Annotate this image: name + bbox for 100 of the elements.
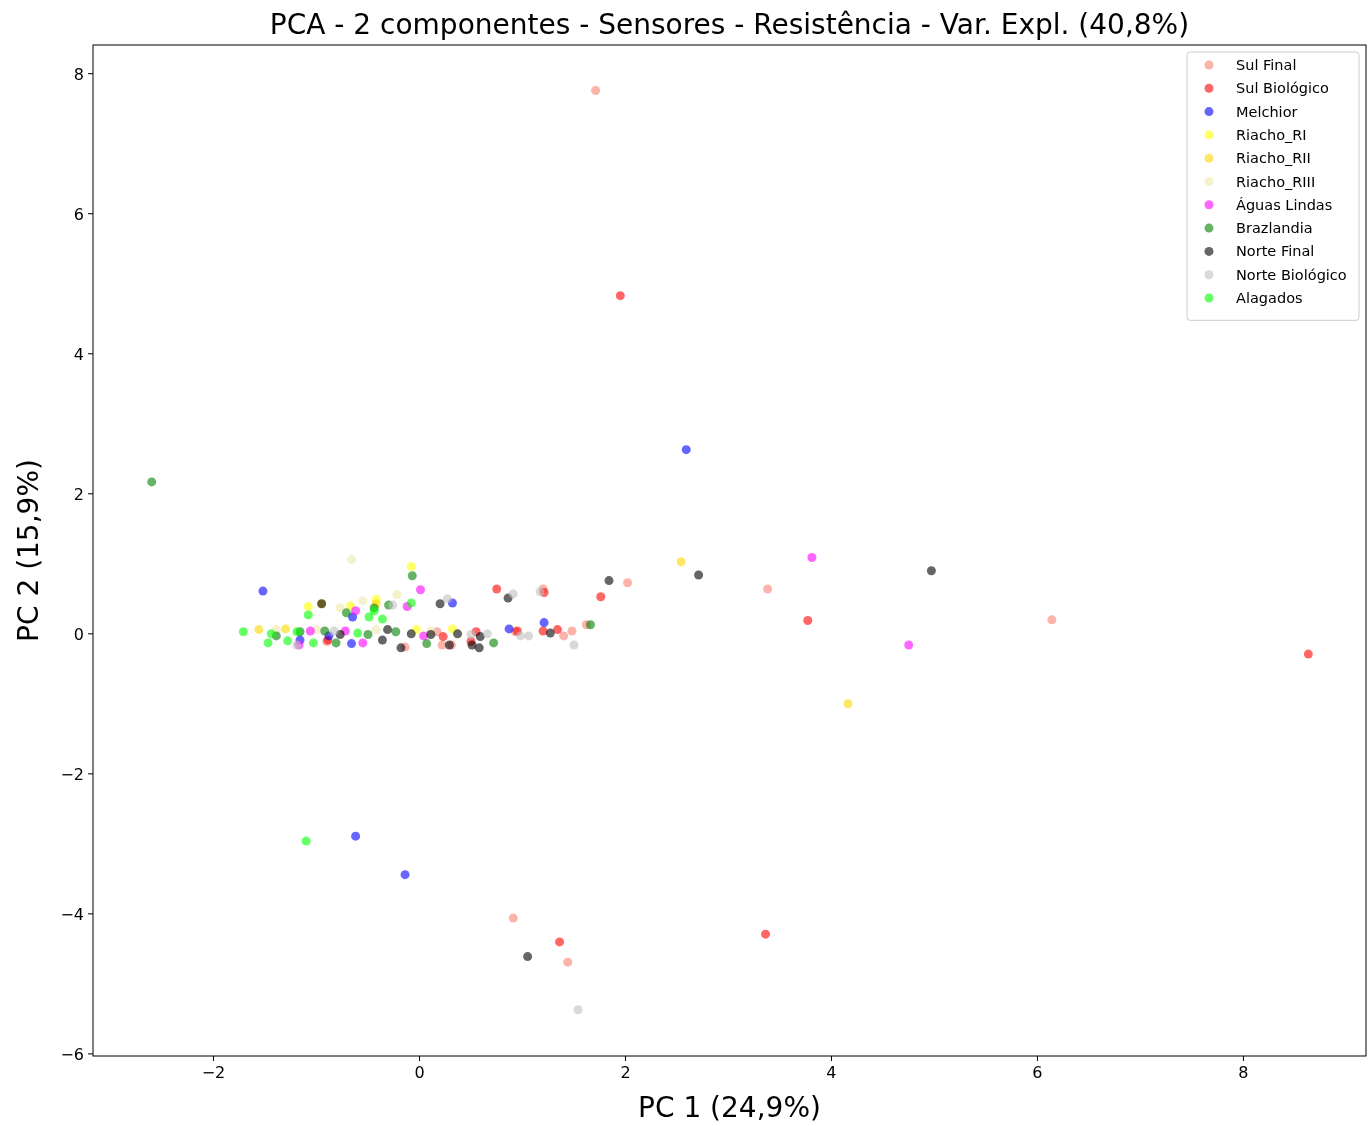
point	[351, 606, 361, 616]
y-axis-title: PC 2 (15,9%)	[12, 459, 45, 642]
legend-label: Riacho_RII	[1236, 150, 1311, 167]
x-tick-label: 8	[1238, 1063, 1249, 1082]
point	[438, 632, 448, 642]
point	[371, 625, 381, 635]
point	[238, 627, 248, 637]
point	[761, 929, 771, 939]
point	[538, 626, 548, 636]
point	[281, 624, 291, 634]
point	[1303, 649, 1313, 659]
y-tick-label: −2	[60, 764, 84, 784]
point	[524, 631, 534, 641]
point	[681, 445, 691, 455]
legend-label: Sul Biológico	[1236, 80, 1329, 97]
point	[573, 1005, 583, 1015]
point	[553, 625, 562, 635]
point	[435, 599, 445, 609]
point	[843, 699, 853, 709]
point	[377, 635, 387, 645]
y-tick-label: 8	[73, 64, 84, 84]
point	[807, 553, 817, 562]
point	[358, 596, 368, 606]
legend-label: Águas Lindas	[1236, 196, 1333, 213]
point	[416, 585, 426, 595]
y-tick-label: −6	[60, 1044, 84, 1064]
x-tick-label: 6	[1032, 1063, 1043, 1082]
legend-label: Riacho_RIII	[1236, 173, 1316, 190]
y-tick-label: 6	[73, 204, 84, 224]
point	[263, 638, 273, 648]
point	[392, 590, 402, 600]
point	[347, 639, 357, 649]
point	[904, 640, 914, 650]
point	[489, 638, 499, 648]
point	[1047, 615, 1057, 625]
point	[555, 937, 565, 947]
point	[563, 957, 573, 967]
point	[504, 624, 514, 634]
point	[347, 555, 357, 565]
point	[388, 600, 398, 610]
point	[391, 627, 401, 637]
point	[400, 870, 410, 880]
point	[283, 636, 293, 646]
point	[147, 477, 157, 487]
point	[559, 631, 569, 641]
y-tick-label: 4	[73, 344, 84, 364]
point	[301, 836, 311, 846]
point	[545, 628, 555, 638]
point	[482, 629, 492, 639]
chart-title: PCA - 2 componentes - Sensores - Resistência - Var. Expl. (40,8%)	[269, 8, 1190, 41]
legend-label: Alagados	[1236, 290, 1303, 306]
point	[363, 630, 373, 640]
point	[258, 586, 268, 596]
point	[320, 626, 330, 636]
y-tick-label: 2	[73, 484, 84, 504]
point	[329, 626, 339, 636]
x-tick-label: 0	[414, 1063, 425, 1082]
point	[676, 557, 686, 567]
point	[596, 592, 606, 602]
legend-label: Brazlandia	[1236, 220, 1313, 237]
point	[303, 610, 313, 620]
point	[442, 594, 452, 604]
point	[305, 626, 315, 636]
point	[604, 576, 614, 586]
point	[351, 831, 361, 841]
point	[383, 625, 393, 635]
point	[254, 625, 264, 635]
point	[308, 638, 318, 648]
point	[515, 631, 525, 641]
point	[303, 602, 313, 612]
point	[353, 628, 363, 638]
point	[406, 562, 416, 572]
point	[492, 584, 502, 594]
point	[266, 629, 276, 639]
point	[926, 566, 936, 576]
legend-label: Sul Final	[1236, 57, 1297, 73]
y-tick-label: −4	[60, 904, 84, 924]
point	[364, 612, 374, 622]
point	[623, 578, 633, 588]
point	[422, 639, 432, 649]
point	[426, 630, 436, 640]
legend-label: Norte Final	[1236, 243, 1315, 260]
point	[377, 614, 387, 624]
x-tick-label: 4	[826, 1063, 837, 1082]
point	[591, 86, 601, 96]
y-tick-label: 0	[73, 624, 84, 644]
point	[803, 616, 813, 626]
x-tick-label: 2	[620, 1063, 631, 1082]
legend-label: Melchior	[1236, 103, 1298, 120]
legend-label: Norte Biológico	[1236, 266, 1347, 283]
point	[407, 571, 417, 581]
point	[358, 638, 368, 648]
point	[615, 291, 625, 301]
point	[523, 952, 533, 962]
point	[585, 620, 595, 630]
point	[474, 643, 484, 653]
point	[694, 570, 704, 580]
x-tick-label: −2	[201, 1063, 226, 1082]
point	[396, 643, 406, 653]
point	[335, 603, 345, 613]
